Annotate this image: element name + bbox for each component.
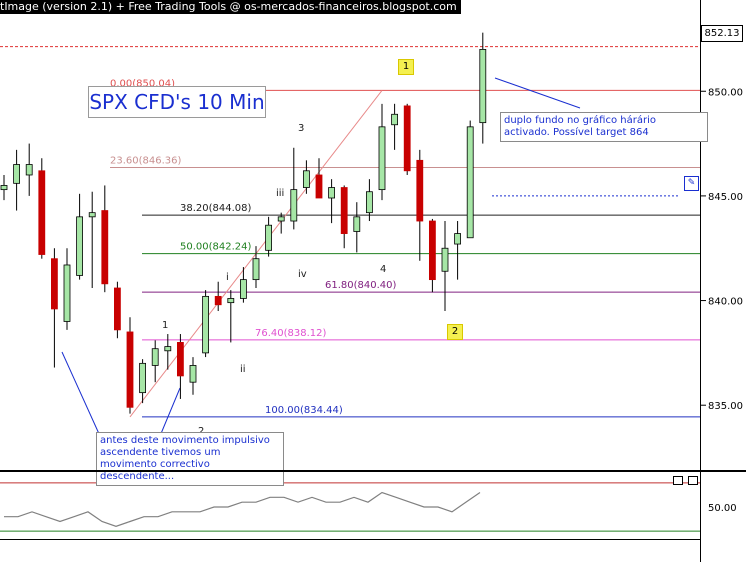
fib-level-label: 23.60(846.36) [110, 155, 182, 166]
yellow-wave-badge-2: 2 [447, 324, 463, 340]
candle-body [479, 48, 487, 124]
candle-body [164, 346, 172, 352]
fib-level-label: 0.00(850.04) [110, 78, 175, 89]
wave-label: 1 [162, 320, 168, 331]
wave-label: iv [298, 269, 307, 280]
candle-body [38, 170, 46, 255]
candle-body [290, 189, 298, 222]
candle-body [51, 258, 58, 310]
fib-level-label: 61.80(840.40) [325, 280, 397, 291]
candle-body [428, 220, 436, 281]
price-axis [700, 0, 746, 562]
y-tick-label: 845.00 [708, 192, 743, 203]
candle-body [88, 212, 96, 218]
fibonacci-layer: 0.00(850.04) 23.60(846.36) 38.20(844.08) 50… [110, 78, 700, 418]
candle-body [13, 164, 21, 184]
wave-label: ii [240, 364, 246, 375]
restore-panel-icon[interactable] [688, 476, 698, 485]
candle-body [353, 216, 361, 232]
candle-body [454, 233, 462, 245]
wave-label: 2 [198, 426, 204, 437]
candle-body [239, 279, 247, 299]
candle-body [101, 210, 109, 285]
candle-body [365, 191, 373, 214]
osc-series [4, 491, 481, 527]
left-note: antes deste movimento impulsivo ascenden… [96, 432, 284, 486]
candle-body [378, 126, 386, 191]
candle-body [25, 164, 33, 176]
candle-body [277, 216, 285, 222]
fib-level-label: 100.00(834.44) [265, 405, 343, 416]
candle-body [252, 258, 260, 281]
candle-body [0, 185, 8, 191]
left-note-pointer [61, 351, 101, 437]
candle-body [76, 216, 83, 276]
wave-label: 4 [380, 264, 386, 275]
candle-body [265, 224, 273, 251]
current-price-tag: 852.13 [701, 25, 743, 42]
chart-title: SPX CFD's 10 Min [88, 86, 266, 118]
y-tick-label: 835.00 [708, 401, 743, 412]
right-note-pointer [494, 77, 581, 109]
candle-body [214, 295, 222, 306]
y-tick-label: 840.00 [708, 297, 743, 308]
panel-divider [0, 470, 746, 472]
annotation-lines [0, 46, 700, 437]
maximize-panel-icon[interactable] [673, 476, 683, 485]
candle-body [151, 348, 159, 366]
window-title: tImage (version 2.1) + Free Trading Tool… [0, 0, 461, 14]
candle-body [302, 170, 310, 188]
candle-body [441, 247, 449, 272]
candle-body [315, 174, 323, 199]
candle-body [202, 295, 210, 354]
yellow-wave-badge-1: 1 [398, 59, 414, 75]
time-axis [0, 539, 700, 563]
osc-tick-label: 50.00 [708, 503, 737, 514]
oscillator-layer: 50.00 [0, 482, 737, 532]
candle-body [328, 187, 336, 199]
wave-label: iii [276, 188, 284, 199]
candles-layer [0, 32, 487, 414]
candle-body [139, 362, 147, 394]
candle-body [391, 113, 399, 126]
candle-body [114, 287, 121, 331]
candle-body [63, 264, 71, 322]
candle-body [466, 126, 474, 239]
candle-body [416, 159, 424, 222]
candle-body [227, 298, 235, 304]
candle-body [403, 105, 411, 172]
y-tick-label: 850.00 [708, 87, 743, 98]
drawing-tool-icon[interactable]: ✎ [684, 176, 699, 191]
right-note: duplo fundo no gráfico hárário activado.… [500, 112, 708, 142]
candle-body [189, 365, 197, 383]
fib-level-label: 38.20(844.08) [180, 203, 252, 214]
fib-level-label: 50.00(842.24) [180, 242, 252, 253]
candle-body [340, 187, 348, 234]
left-note-pointer [159, 387, 181, 437]
fib-level-label: 76.40(838.12) [255, 328, 327, 339]
wave-label: 3 [298, 123, 304, 134]
candle-body [176, 342, 184, 377]
wave-label: i [226, 272, 229, 283]
candle-body [126, 331, 134, 408]
